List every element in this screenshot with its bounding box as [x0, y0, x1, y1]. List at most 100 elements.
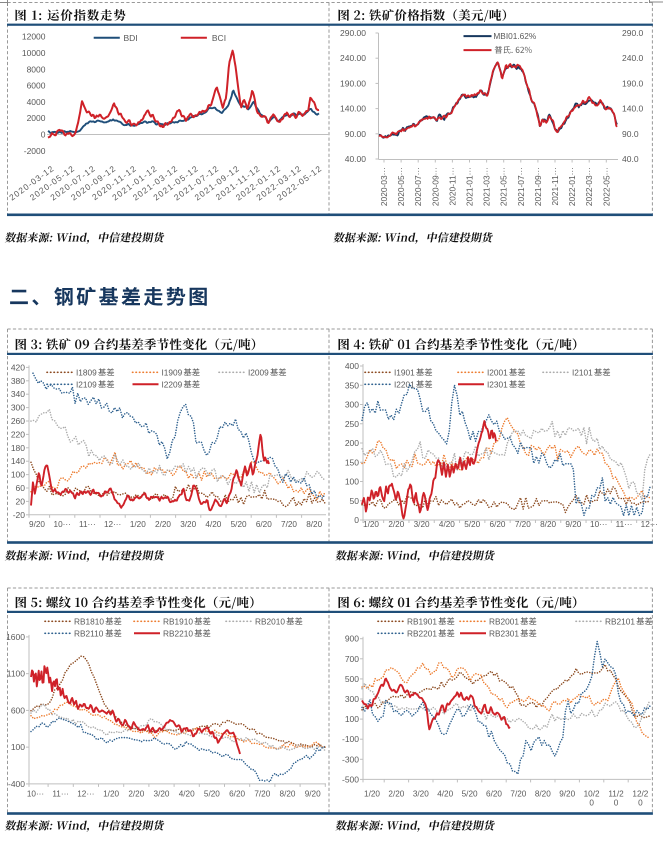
svg-text:2/20: 2/20 [388, 790, 404, 799]
svg-text:2020-11···: 2020-11··· [447, 167, 457, 205]
svg-text:6/20: 6/20 [256, 520, 272, 529]
svg-text:290.00: 290.00 [340, 28, 366, 38]
svg-text:60: 60 [16, 483, 26, 493]
svg-text:12···: 12··· [641, 520, 658, 529]
svg-text:4/20: 4/20 [439, 520, 455, 529]
svg-text:9/20: 9/20 [29, 520, 45, 529]
svg-text:-300: -300 [342, 754, 359, 764]
svg-text:12···: 12··· [77, 790, 94, 799]
svg-text:420: 420 [11, 362, 25, 372]
svg-text:MBI01.62%: MBI01.62% [493, 31, 537, 41]
svg-text:2022-03···: 2022-03··· [584, 167, 594, 206]
svg-text:8000: 8000 [27, 64, 46, 74]
svg-text:150: 150 [345, 457, 359, 467]
svg-text:10···: 10··· [27, 790, 44, 799]
svg-text:20: 20 [16, 496, 26, 506]
svg-text:I2209: I2209 [162, 379, 183, 389]
svg-text:10···: 10··· [54, 520, 71, 529]
svg-text:11···: 11··· [52, 790, 69, 799]
svg-text:6/20: 6/20 [229, 790, 245, 799]
svg-text:8/20: 8/20 [280, 790, 296, 799]
svg-text:4/20: 4/20 [437, 790, 453, 799]
svg-text:7/20: 7/20 [281, 520, 297, 529]
svg-text:380: 380 [11, 376, 25, 386]
svg-text:2022-01···: 2022-01··· [567, 167, 577, 206]
svg-text:50: 50 [350, 496, 360, 506]
svg-text:I2009: I2009 [248, 367, 269, 377]
svg-text:7/20: 7/20 [510, 790, 526, 799]
svg-text:RB2010: RB2010 [255, 616, 285, 626]
svg-text:10/2: 10/2 [584, 790, 600, 799]
svg-text:RB2101: RB2101 [605, 616, 635, 626]
svg-text:-20: -20 [13, 510, 26, 520]
svg-text:90.0: 90.0 [622, 129, 639, 139]
svg-text:-500: -500 [342, 774, 359, 784]
svg-text:700: 700 [345, 654, 359, 664]
svg-text:-100: -100 [342, 734, 359, 744]
svg-text:RB1910: RB1910 [163, 616, 193, 626]
svg-text:8/20: 8/20 [535, 790, 551, 799]
svg-text:11···: 11··· [616, 520, 633, 529]
svg-text:12···: 12··· [104, 520, 121, 529]
svg-text:7/20: 7/20 [254, 790, 270, 799]
svg-text:240.00: 240.00 [340, 53, 366, 63]
svg-text:RB2110: RB2110 [74, 628, 104, 638]
svg-text:340: 340 [11, 389, 25, 399]
svg-text:6/20: 6/20 [490, 520, 506, 529]
svg-text:2/20: 2/20 [388, 520, 404, 529]
svg-text:1100: 1100 [7, 669, 26, 679]
svg-text:8/20: 8/20 [540, 520, 556, 529]
svg-text:10···: 10··· [590, 520, 607, 529]
svg-text:200: 200 [345, 438, 359, 448]
svg-text:RB2210: RB2210 [163, 628, 193, 638]
svg-text:600: 600 [11, 705, 25, 715]
svg-text:3/20: 3/20 [414, 520, 430, 529]
svg-text:7/20: 7/20 [515, 520, 531, 529]
svg-text:I1909: I1909 [162, 367, 183, 377]
svg-text:RB1901: RB1901 [407, 616, 437, 626]
svg-text:4/20: 4/20 [205, 520, 221, 529]
svg-text:5/20: 5/20 [231, 520, 247, 529]
svg-text:240.0: 240.0 [622, 53, 644, 63]
svg-text:RB2201: RB2201 [407, 628, 437, 638]
svg-text:6000: 6000 [27, 81, 46, 91]
svg-text:250: 250 [345, 419, 359, 429]
svg-text:I2109: I2109 [76, 379, 97, 389]
svg-text:500: 500 [345, 674, 359, 684]
svg-text:2021-05···: 2021-05··· [499, 167, 509, 206]
svg-text:6/20: 6/20 [486, 790, 502, 799]
svg-text:5/20: 5/20 [464, 520, 480, 529]
svg-text:2020-05···: 2020-05··· [396, 167, 406, 206]
svg-text:100: 100 [345, 477, 359, 487]
svg-text:400: 400 [345, 361, 359, 371]
svg-text:I2001: I2001 [487, 367, 508, 377]
svg-text:260: 260 [11, 416, 25, 426]
svg-text:I2101: I2101 [572, 367, 593, 377]
svg-text:11···: 11··· [79, 520, 96, 529]
svg-text:0: 0 [354, 515, 359, 525]
svg-text:I1901: I1901 [394, 367, 415, 377]
svg-text:220: 220 [11, 429, 25, 439]
svg-text:2020-03···: 2020-03··· [379, 167, 389, 206]
svg-text:4/20: 4/20 [179, 790, 195, 799]
svg-text:2021-11···: 2021-11··· [550, 167, 560, 205]
svg-text:2021-09···: 2021-09··· [533, 167, 543, 206]
svg-text:350: 350 [345, 380, 359, 390]
svg-text:90.00: 90.00 [345, 129, 367, 139]
svg-text:0: 0 [614, 799, 619, 808]
svg-text:8/20: 8/20 [306, 520, 322, 529]
svg-text:2021-01···: 2021-01··· [465, 167, 475, 206]
svg-text:2/20: 2/20 [155, 520, 171, 529]
svg-text:40.00: 40.00 [345, 154, 367, 164]
svg-text:2021-07···: 2021-07··· [516, 167, 526, 206]
svg-text:BCI: BCI [212, 33, 226, 43]
svg-text:190.00: 190.00 [340, 78, 366, 88]
svg-text:3/20: 3/20 [180, 520, 196, 529]
svg-text:0: 0 [638, 799, 643, 808]
svg-text:I2201: I2201 [394, 379, 415, 389]
svg-text:-2000: -2000 [24, 146, 46, 156]
svg-text:0: 0 [589, 799, 594, 808]
svg-text:11/2: 11/2 [608, 790, 624, 799]
svg-text:140: 140 [11, 456, 25, 466]
svg-text:190.0: 190.0 [622, 78, 644, 88]
